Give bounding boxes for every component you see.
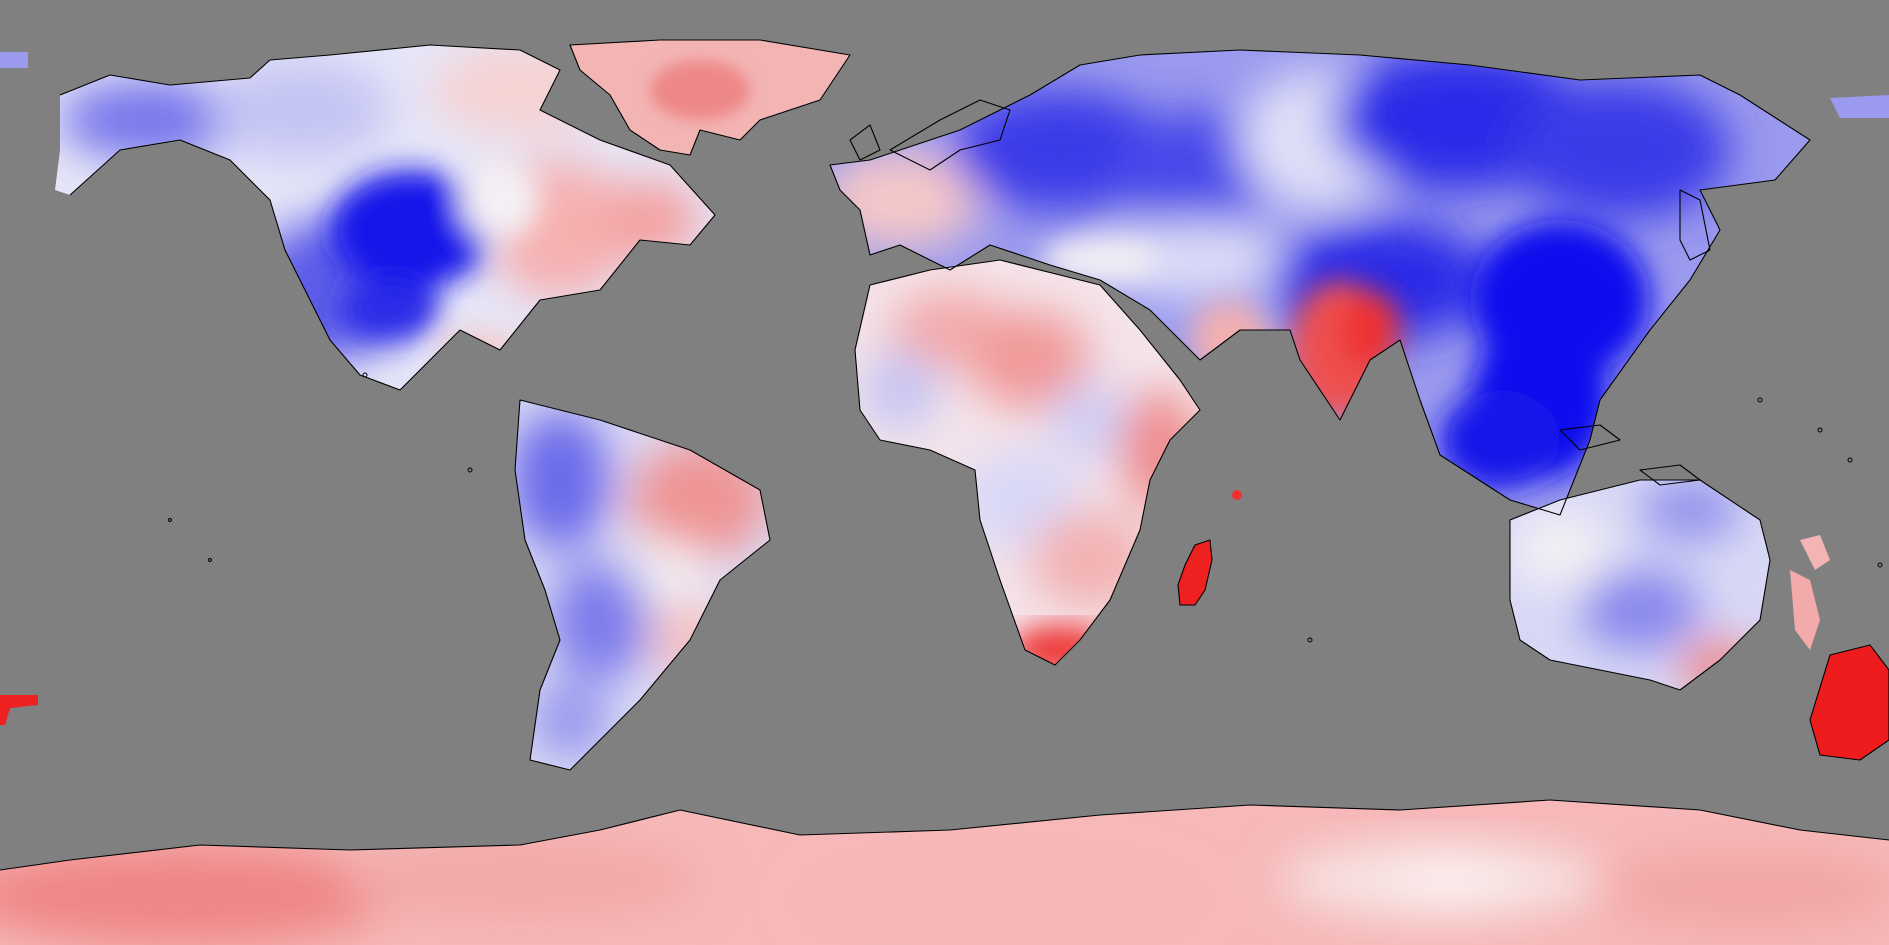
greenland-field (570, 40, 850, 155)
aleutian-patch (1830, 95, 1889, 118)
island-markers (168, 372, 1883, 643)
madagascar-field (1178, 540, 1212, 605)
antarctica-field (0, 800, 1889, 945)
new-zealand-field (1790, 535, 1889, 760)
south-america-field (515, 400, 770, 770)
west-edge-patch (0, 695, 38, 725)
africa-field (855, 260, 1200, 665)
coastlines (0, 39, 1889, 871)
reunion-field (1232, 490, 1242, 500)
far-west-patch (0, 52, 28, 68)
